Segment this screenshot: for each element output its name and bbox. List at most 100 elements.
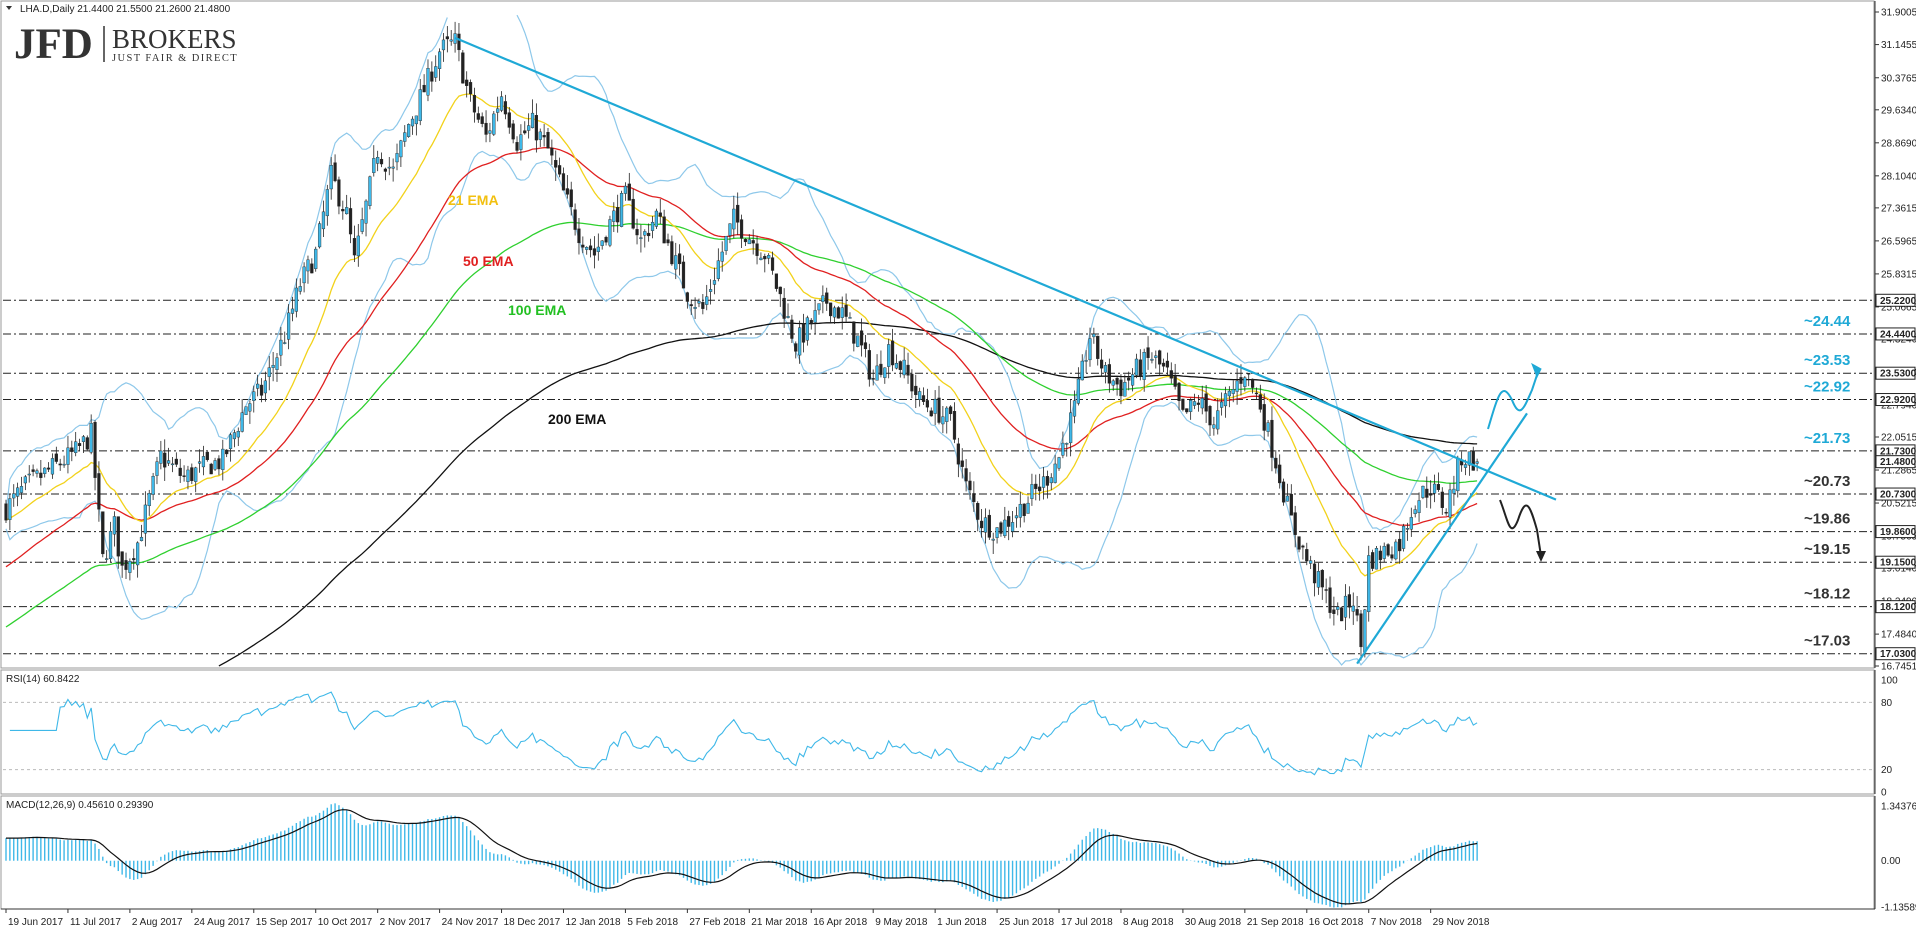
price-label: 19.1500 (1880, 558, 1916, 569)
price-tick-label: 26.5965 (1881, 236, 1916, 247)
candle-body (101, 511, 105, 555)
candle-body (1084, 360, 1088, 362)
candle-body (1038, 486, 1042, 492)
candle-body (89, 422, 93, 453)
price-tick-label: 25.0665 (1881, 302, 1916, 313)
candle-body (1355, 609, 1359, 616)
candle-body (751, 240, 755, 244)
candle-body (670, 241, 674, 265)
rsi-line (9, 691, 1478, 776)
candle-body (1034, 483, 1038, 490)
candle-body (66, 447, 70, 465)
candle-body (542, 135, 546, 138)
candle-body (964, 468, 968, 482)
candle-body (298, 286, 302, 292)
candle-body (829, 302, 833, 317)
candle-body (859, 330, 864, 346)
candle-body (271, 364, 275, 368)
candle-body (108, 531, 113, 559)
candle-body (186, 469, 190, 482)
candle-body (1429, 493, 1433, 496)
level-label: ~19.15 (1804, 541, 1850, 558)
ema100-label: 100 EMA (508, 302, 566, 318)
candle-body (991, 538, 995, 541)
candle-body (418, 89, 422, 121)
price-label: 21.7300 (1880, 446, 1916, 457)
candle-body (23, 476, 27, 484)
candle-body (1363, 609, 1367, 653)
candle-body (492, 113, 496, 135)
candle-body (1386, 544, 1390, 556)
candle-body (221, 448, 225, 470)
candle-body (352, 238, 357, 256)
candle-body (314, 248, 318, 269)
candle-body (1309, 560, 1313, 564)
candle-body (1274, 457, 1278, 469)
candle-body (232, 432, 237, 440)
candle-body (1347, 594, 1351, 608)
candle-body (1092, 333, 1096, 338)
candle-body (1475, 461, 1479, 464)
candle-body (364, 200, 368, 224)
candle-body (1041, 476, 1046, 488)
candle-body (248, 403, 252, 412)
candle-body (759, 257, 763, 261)
candle-body (414, 115, 418, 125)
candle-body (194, 467, 198, 482)
candle-body (472, 94, 477, 113)
candle-body (356, 235, 360, 257)
candle-body (1030, 484, 1034, 499)
level-label: ~22.92 (1804, 379, 1850, 396)
candle-body (565, 188, 569, 195)
candle-body (534, 115, 538, 141)
level-label: ~18.12 (1804, 586, 1850, 603)
candle-body (1293, 512, 1297, 535)
macd-signal-line (6, 809, 1478, 905)
candle-body (887, 344, 891, 367)
candle-body (461, 52, 465, 84)
jfd-brokers-logo: JFD BROKERS JUST FAIR & DIRECT (14, 21, 237, 68)
date-tick-label: 1 Jun 2018 (937, 917, 987, 928)
candle-body (569, 189, 573, 208)
rsi-title: RSI(14) 60.8422 (6, 674, 80, 685)
rsi-panel (0, 669, 1875, 795)
candle-body (1220, 401, 1224, 408)
candle-body (1223, 393, 1228, 407)
price-axis: 31.9005 31.1455 30.3765 29.6340 28.8690 28.10… (1874, 1, 1916, 673)
candle-body (1243, 377, 1247, 387)
candle-body (263, 380, 267, 394)
candle-body (1324, 589, 1328, 591)
candle-body (689, 304, 693, 307)
price-tick-label: 31.9005 (1881, 8, 1916, 19)
candle-body (1463, 464, 1468, 468)
price-tick-label: 17.4840 (1881, 630, 1916, 641)
candle-body (550, 147, 554, 156)
date-tick-label: 11 Jul 2017 (70, 917, 121, 928)
candle-body (372, 158, 376, 173)
candle-body (1301, 545, 1305, 548)
candle-body (368, 176, 372, 206)
candle-body (1216, 410, 1220, 430)
candle-body (639, 237, 643, 239)
candle-body (1127, 377, 1131, 381)
price-label-box (1875, 487, 1916, 501)
date-tick-label: 30 Aug 2018 (1185, 917, 1242, 928)
candle-body (430, 71, 434, 82)
candle-body (1181, 398, 1185, 410)
candle-body (294, 287, 298, 312)
candle-body (1471, 450, 1475, 471)
candle-body (863, 342, 868, 350)
candle-body (1316, 571, 1321, 588)
candle-body (1119, 379, 1123, 397)
candle-body (1196, 402, 1200, 405)
candle-body (163, 452, 167, 468)
candle-body (306, 259, 310, 272)
bollinger-lower (5, 150, 1478, 666)
price-label: 21.4800 (1880, 457, 1916, 468)
candle-body (197, 461, 202, 464)
candle-body (910, 373, 914, 392)
candle-body (437, 51, 442, 69)
candle-body (813, 310, 817, 323)
candle-body (1436, 484, 1441, 490)
